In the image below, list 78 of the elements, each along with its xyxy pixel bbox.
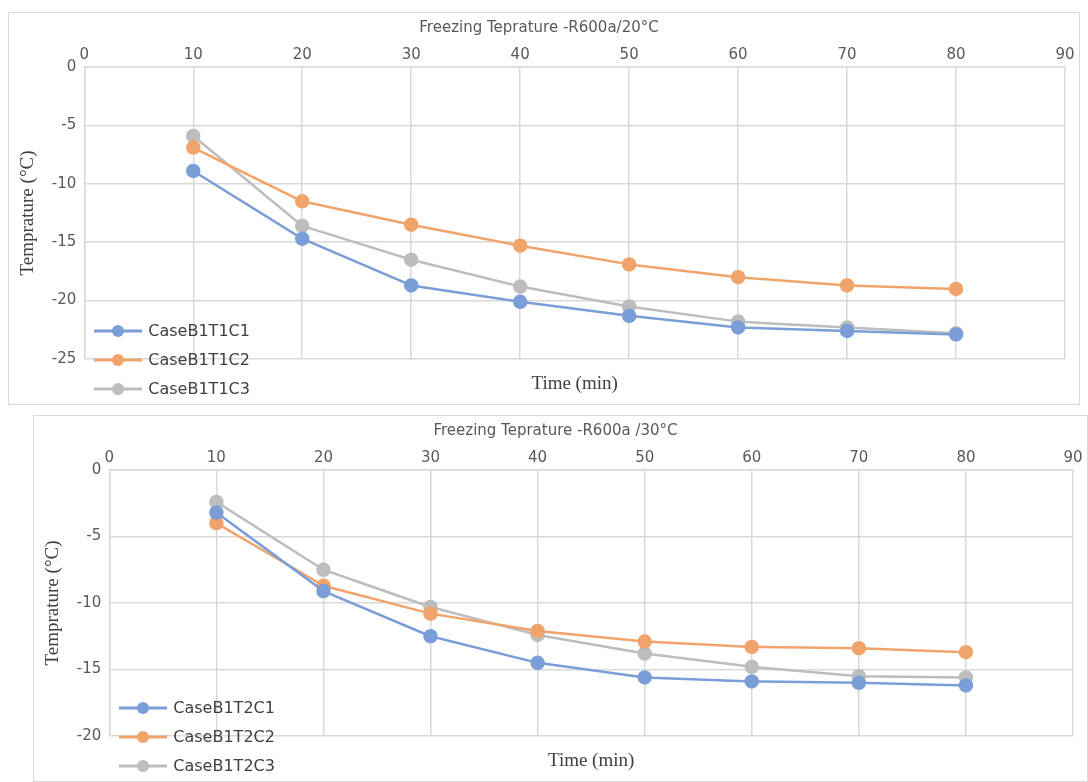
y-tick-label: -5 xyxy=(86,526,102,545)
x-tick-label: 50 xyxy=(635,447,655,466)
y-tick-label: -5 xyxy=(61,115,77,134)
point xyxy=(294,231,310,246)
x-tick-label: 60 xyxy=(728,44,748,63)
point xyxy=(512,294,528,310)
x-tick-label: 80 xyxy=(956,447,976,466)
x-tick-label: 20 xyxy=(292,44,312,63)
point xyxy=(530,655,545,671)
point xyxy=(316,562,331,577)
y-tick-label: -25 xyxy=(51,348,77,367)
y-tick-label: -15 xyxy=(76,659,102,678)
point xyxy=(851,640,867,656)
legend-label: CaseB1T1C3 xyxy=(148,379,250,398)
point xyxy=(403,278,419,293)
x-tick-label: 60 xyxy=(742,447,762,466)
point xyxy=(851,675,867,691)
point xyxy=(512,238,528,253)
point xyxy=(186,163,201,179)
y-tick-label: -10 xyxy=(76,592,102,611)
point xyxy=(403,252,419,267)
y-tick-label: -15 xyxy=(51,232,77,251)
chart-title: Freezing Teprature -R600a/20°C xyxy=(419,17,659,36)
chart-title: Freezing Teprature -R600a /30°C xyxy=(433,420,678,439)
point xyxy=(744,659,760,675)
legend-label: CaseB1T2C1 xyxy=(173,698,275,717)
y-tick-label: -10 xyxy=(51,173,77,192)
point xyxy=(186,140,201,155)
y-axis-title: Temprature (°C) xyxy=(41,540,64,666)
x-tick-label: 30 xyxy=(420,447,441,466)
point xyxy=(637,670,652,685)
point xyxy=(621,257,637,272)
x-tick-label: 0 xyxy=(104,447,115,466)
point xyxy=(209,505,224,520)
point xyxy=(512,279,528,294)
point xyxy=(730,269,746,285)
point xyxy=(744,639,760,655)
x-tick-label: 90 xyxy=(1063,447,1083,466)
point xyxy=(423,629,438,644)
point xyxy=(839,278,855,293)
x-axis-title: Time (min) xyxy=(531,372,618,393)
x-tick-label: 80 xyxy=(946,44,966,63)
legend-label: CaseB1T2C2 xyxy=(173,727,275,746)
x-tick-label: 30 xyxy=(401,44,421,63)
point xyxy=(423,606,438,621)
x-tick-label: 20 xyxy=(313,447,333,466)
point xyxy=(294,194,310,209)
point xyxy=(744,674,760,689)
point xyxy=(730,320,746,335)
point xyxy=(948,281,964,297)
x-tick-label: 10 xyxy=(206,447,226,466)
legend-label: CaseB1T1C1 xyxy=(148,321,250,340)
x-tick-label: 40 xyxy=(528,447,548,466)
y-tick-label: 0 xyxy=(91,459,102,478)
x-tick-label: 50 xyxy=(619,44,639,63)
x-tick-label: 40 xyxy=(510,44,530,63)
point xyxy=(530,623,545,639)
y-axis-title: Temprature (°C) xyxy=(16,150,39,276)
point xyxy=(621,308,637,324)
point xyxy=(186,128,201,144)
point xyxy=(839,323,855,339)
y-tick-label: 0 xyxy=(66,56,77,75)
x-axis-title: Time (min) xyxy=(547,749,635,770)
legend-label: CaseB1T2C3 xyxy=(173,756,275,775)
point xyxy=(294,218,310,234)
x-tick-label: 70 xyxy=(837,44,857,63)
x-tick-label: 90 xyxy=(1055,44,1075,63)
y-tick-label: -20 xyxy=(76,725,102,744)
point xyxy=(958,678,974,693)
legend-label: CaseB1T1C2 xyxy=(148,350,250,369)
point xyxy=(637,634,652,649)
x-tick-label: 70 xyxy=(849,447,869,466)
x-tick-label: 10 xyxy=(183,44,203,63)
point xyxy=(403,217,419,232)
point xyxy=(637,646,652,661)
y-tick-label: -20 xyxy=(51,290,77,309)
point xyxy=(958,644,974,660)
point xyxy=(316,583,331,599)
